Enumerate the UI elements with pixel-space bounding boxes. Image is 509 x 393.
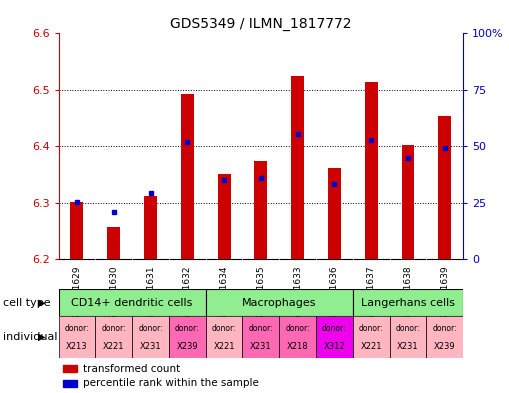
Text: ▶: ▶ (38, 298, 46, 308)
Bar (169, 316, 206, 358)
Bar (316, 316, 353, 358)
Text: X231: X231 (139, 342, 161, 351)
Bar (353, 316, 389, 358)
Bar (427, 316, 463, 358)
Title: GDS5349 / ILMN_1817772: GDS5349 / ILMN_1817772 (170, 17, 352, 31)
Text: donor:: donor: (248, 324, 273, 332)
Text: donor:: donor: (322, 324, 347, 332)
Text: Langerhans cells: Langerhans cells (361, 298, 455, 308)
Text: donor:: donor: (175, 324, 200, 332)
Bar (242, 316, 279, 358)
Bar (389, 316, 427, 358)
Bar (107, 227, 120, 259)
Text: donor:: donor: (359, 324, 384, 332)
Bar (59, 289, 206, 316)
Text: X221: X221 (103, 342, 125, 351)
Bar (365, 82, 378, 259)
Text: cell type: cell type (3, 298, 50, 308)
Text: donor:: donor: (138, 324, 163, 332)
Text: donor:: donor: (101, 324, 126, 332)
Bar (63, 380, 77, 387)
Bar (59, 316, 95, 358)
Bar (254, 160, 267, 259)
Bar (328, 168, 341, 259)
Bar (132, 316, 169, 358)
Bar (70, 202, 83, 259)
Bar (206, 316, 242, 358)
Text: donor:: donor: (212, 324, 236, 332)
Text: ▶: ▶ (38, 332, 46, 342)
Text: donor:: donor: (65, 324, 89, 332)
Bar (291, 76, 304, 259)
Bar (438, 116, 451, 259)
Text: X239: X239 (434, 342, 456, 351)
Text: donor:: donor: (395, 324, 420, 332)
Text: X213: X213 (66, 342, 88, 351)
Bar (206, 289, 353, 316)
Bar (218, 173, 231, 259)
Text: X231: X231 (397, 342, 419, 351)
Text: individual: individual (3, 332, 57, 342)
Text: donor:: donor: (286, 324, 310, 332)
Text: transformed count: transformed count (83, 364, 180, 374)
Bar (144, 196, 157, 259)
Bar (63, 365, 77, 372)
Bar (353, 289, 463, 316)
Text: Macrophages: Macrophages (242, 298, 317, 308)
Text: CD14+ dendritic cells: CD14+ dendritic cells (71, 298, 193, 308)
Bar (95, 316, 132, 358)
Text: X231: X231 (250, 342, 272, 351)
Bar (279, 316, 316, 358)
Text: percentile rank within the sample: percentile rank within the sample (83, 378, 259, 388)
Text: X218: X218 (287, 342, 308, 351)
Bar (181, 94, 194, 259)
Text: X239: X239 (177, 342, 198, 351)
Text: X221: X221 (213, 342, 235, 351)
Bar (402, 145, 414, 259)
Text: donor:: donor: (433, 324, 457, 332)
Text: X221: X221 (360, 342, 382, 351)
Text: X312: X312 (324, 342, 345, 351)
